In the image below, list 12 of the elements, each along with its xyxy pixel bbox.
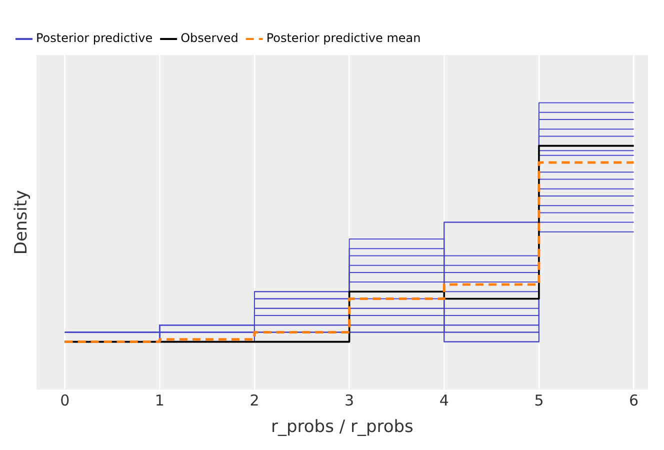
x-tick-label: 2 (250, 391, 260, 410)
legend-label: Posterior predictive mean (266, 31, 421, 46)
x-tick-label: 4 (439, 391, 449, 410)
y-axis-title: Density (12, 190, 32, 255)
x-tick-label: 3 (344, 391, 354, 410)
legend-label: Posterior predictive (36, 31, 153, 46)
x-axis-title: r_probs / r_probs (270, 417, 414, 438)
x-tick-label: 0 (60, 391, 70, 410)
x-tick-label: 5 (534, 391, 544, 410)
legend-label: Observed (180, 31, 238, 46)
x-tick-label: 1 (154, 391, 164, 410)
x-tick-label: 6 (629, 391, 639, 410)
